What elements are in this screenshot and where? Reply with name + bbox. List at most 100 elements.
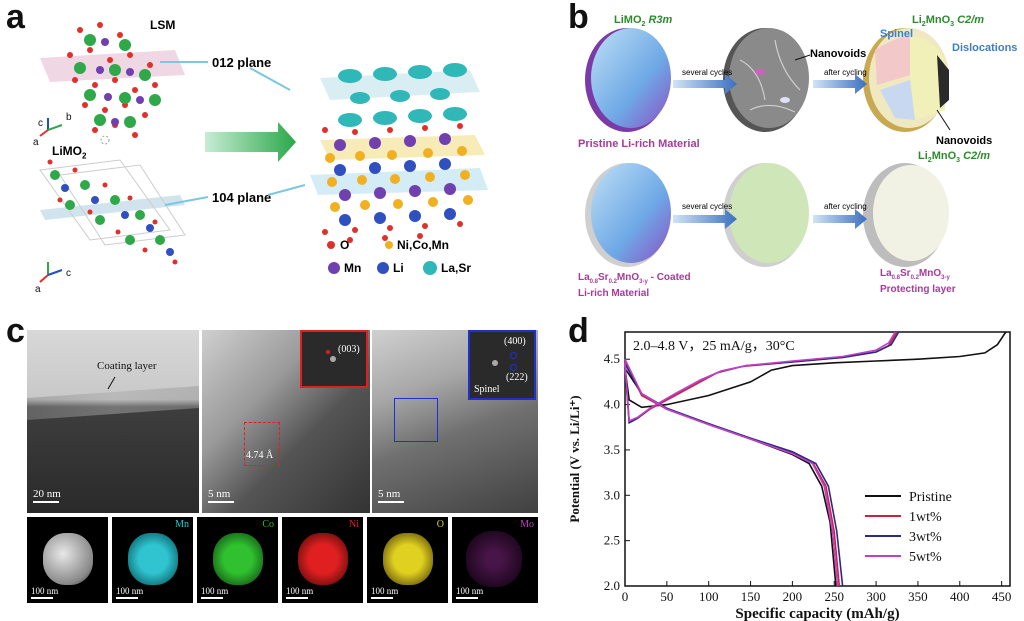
panel-a-structures: c b a c bbox=[33, 22, 488, 295]
coated-cycled-disc bbox=[729, 163, 809, 263]
legend-label-li: Li bbox=[393, 261, 404, 275]
arrow-after-cycling-2 bbox=[813, 209, 867, 229]
protected-disc bbox=[873, 165, 949, 261]
fft-inset-1: (003) bbox=[300, 330, 368, 388]
y-tick-label: 2.0 bbox=[604, 578, 620, 593]
fft-inset-2: (400) (222) Spinel bbox=[468, 330, 536, 400]
tem-1-scale-bar: 20 nm bbox=[33, 488, 61, 503]
legend-swatch-o bbox=[327, 241, 335, 249]
series-1wt-discharge-line bbox=[624, 360, 841, 587]
top-label-li2mno3: Li2MnO3 C2/m bbox=[912, 14, 985, 29]
voltage-capacity-chart: 0 50 100 150 200 250 300 350 400 450 2.0 2.5 3.0 3.5 4… bbox=[567, 331, 1012, 621]
x-tick-label: 300 bbox=[866, 589, 886, 604]
eds-scale-5: 100 nm bbox=[456, 586, 483, 599]
y-tick-label: 2.5 bbox=[604, 533, 620, 548]
x-tick-label: 400 bbox=[950, 589, 970, 604]
chart-legend: Pristine 1wt% 3wt% 5wt% bbox=[865, 490, 952, 565]
axis-b-label-1: b bbox=[66, 112, 72, 123]
legend-label-ni-co-mn: Ni,Co,Mn bbox=[397, 238, 449, 252]
legend-label-1: 1wt% bbox=[909, 510, 942, 525]
after-cycling-label-1: after cycling bbox=[824, 68, 867, 77]
several-cycles-label-1: several cycles bbox=[682, 68, 733, 77]
legend-swatch-ni-co-mn bbox=[385, 241, 393, 249]
y-tick-label: 4.5 bbox=[604, 351, 620, 366]
tem-image-2: 4.74 Å (003) 5 nm bbox=[202, 330, 370, 513]
legend-label-3: 5wt% bbox=[909, 550, 942, 565]
plot-frame bbox=[624, 331, 1011, 587]
axis-a-label-1: a bbox=[33, 137, 39, 148]
nanovoids-label-1: Nanovoids bbox=[810, 48, 867, 60]
eds-label-mn: Mn bbox=[175, 519, 189, 530]
axes-indicator-1 bbox=[39, 118, 63, 137]
protecting-layer-label: La0.8Sr0.2MnO3-y Protecting layer bbox=[880, 268, 956, 295]
x-axis-label: Specific capacity (mAh/g) bbox=[735, 606, 899, 621]
panel-label-c: c bbox=[6, 312, 25, 350]
eds-map-o: O 100 nm bbox=[367, 517, 448, 603]
top-label-limo2: LiMO2 R3m bbox=[614, 14, 673, 29]
limo2-crystal-structure bbox=[39, 159, 186, 265]
fft-1-label: (003) bbox=[338, 344, 360, 355]
plane-104-label: 104 plane bbox=[212, 190, 272, 205]
eds-label-mo: Mo bbox=[520, 519, 534, 530]
y-tick-label: 4.0 bbox=[604, 397, 620, 412]
axis-c-label-2: c bbox=[66, 268, 71, 279]
eds-label-co: Co bbox=[262, 519, 274, 530]
fft-2-spinel-label: Spinel bbox=[474, 384, 500, 395]
series-pristine-charge-line bbox=[624, 331, 1007, 409]
axes-indicator-2 bbox=[39, 262, 63, 283]
dislocations-label: Dislocations bbox=[952, 42, 1018, 54]
several-cycles-label-2: several cycles bbox=[682, 202, 733, 211]
eds-map-mo: Mo 100 nm bbox=[452, 517, 538, 603]
eds-map-ni: Ni 100 nm bbox=[282, 517, 363, 603]
x-tick-label: 250 bbox=[824, 589, 844, 604]
coated-label: La0.8Sr0.2MnO3-y - Coated Li-rich Materia… bbox=[578, 272, 691, 299]
lsm-label: LSM bbox=[150, 18, 176, 32]
tem-image-1: Coating layer 20 nm bbox=[27, 330, 199, 513]
tem-3-roi-box bbox=[394, 398, 438, 442]
panel-b-illustration bbox=[585, 28, 951, 267]
panel-label-a: a bbox=[6, 0, 25, 36]
eds-scale-1: 100 nm bbox=[116, 586, 143, 599]
legend-swatch-la-sr bbox=[423, 261, 437, 275]
lsm-crystal-structure bbox=[40, 22, 185, 145]
eds-map-co: Co 100 nm bbox=[197, 517, 278, 603]
arrow-012-to-structure bbox=[249, 67, 291, 91]
axis-a-label-2: a bbox=[35, 284, 41, 295]
legend-label-2: 3wt% bbox=[909, 530, 942, 545]
series-5wt-charge-line bbox=[624, 331, 896, 423]
axis-c-label-1: c bbox=[38, 118, 43, 129]
x-tick-label: 200 bbox=[783, 589, 803, 604]
tem-2-scale-bar: 5 nm bbox=[208, 488, 234, 503]
heterostructure-model bbox=[310, 63, 488, 243]
series-3wt-discharge-line bbox=[624, 363, 844, 587]
legend-swatch-li bbox=[377, 262, 389, 274]
cycled-disc bbox=[729, 28, 809, 128]
x-tick-label: 100 bbox=[699, 589, 719, 604]
coated-disc bbox=[591, 163, 671, 263]
x-tick-label: 50 bbox=[660, 589, 673, 604]
eds-scale-2: 100 nm bbox=[201, 586, 228, 599]
series-5wt-discharge-line bbox=[624, 358, 839, 587]
bottom-label-li2mno3: Li2MnO3 C2/m bbox=[918, 150, 991, 165]
y-axis-label: Potential (V vs. Li/Li⁺) bbox=[567, 395, 582, 522]
eds-scale-4: 100 nm bbox=[371, 586, 398, 599]
nanovoids-label-2: Nanovoids bbox=[936, 135, 993, 147]
y-tick-label: 3.0 bbox=[604, 487, 620, 502]
limo2-label: LiMO2 bbox=[52, 144, 87, 161]
eds-scale-0: 100 nm bbox=[31, 586, 58, 599]
eds-label-ni: Ni bbox=[349, 519, 359, 530]
x-tick-label: 450 bbox=[992, 589, 1012, 604]
atom-legend bbox=[327, 241, 437, 275]
arrow-several-cycles-2 bbox=[673, 209, 737, 229]
series-pristine-discharge-line bbox=[624, 367, 837, 587]
coating-layer-label: Coating layer bbox=[97, 360, 157, 372]
x-tick-label: 0 bbox=[622, 589, 629, 604]
eds-label-o: O bbox=[436, 519, 444, 530]
fft-2-label-222: (222) bbox=[506, 372, 528, 383]
spinel-label: Spinel bbox=[880, 28, 914, 40]
tem-3-scale-bar: 5 nm bbox=[378, 488, 404, 503]
chart-annotation: 2.0–4.8 V，25 mA/g，30°C bbox=[633, 339, 795, 354]
pristine-label: Pristine Li-rich Material bbox=[578, 138, 700, 150]
legend-label-mn: Mn bbox=[344, 261, 362, 275]
arrow-104-from-limo2 bbox=[164, 196, 209, 206]
